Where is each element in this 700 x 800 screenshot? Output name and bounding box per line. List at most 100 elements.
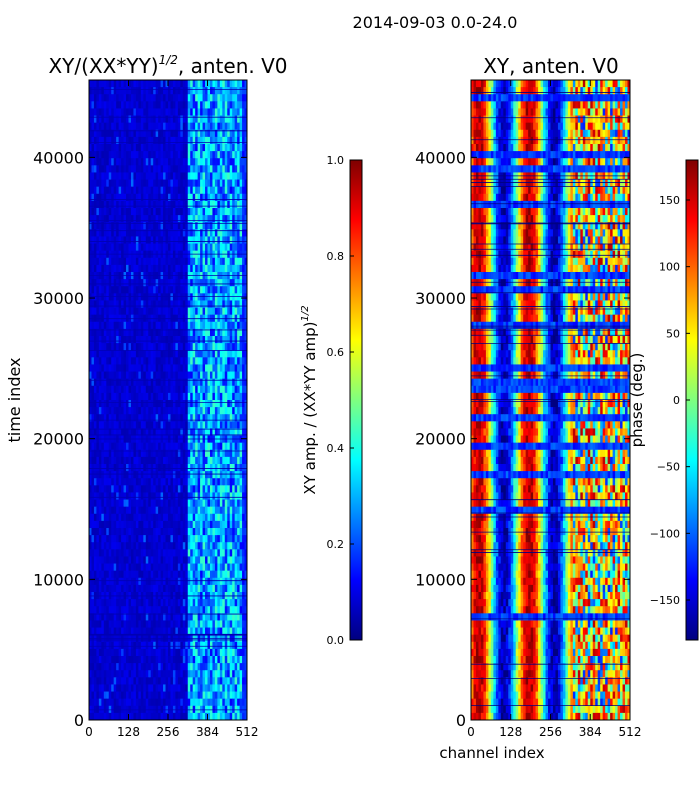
left-heatmap-cell [239,449,243,458]
left-heatmap-cell [187,257,191,266]
left-heatmap-cell [244,563,247,572]
left-heatmap-cell [126,599,129,607]
left-heatmap-cell [209,577,213,586]
left-heatmap-cell [190,478,194,486]
left-heatmap-cell [180,599,184,607]
left-heatmap-cell [212,535,216,543]
left-heatmap-cell [153,343,157,351]
left-heatmap-cell [155,506,159,515]
left-heatmap-cell [160,279,164,287]
left-heatmap-cell [222,570,226,579]
left-heatmap-cell [150,350,154,358]
left-heatmap-cell [202,584,206,593]
left-heatmap-cell [172,584,176,593]
left-heatmap-cell [234,158,238,166]
left-heatmap-cell [170,506,174,515]
left-heatmap-cell [163,179,166,188]
left-heatmap-cell [165,392,169,401]
left-heatmap-cell [192,499,196,508]
left-heatmap-cell [182,115,186,124]
left-heatmap-cell [123,599,127,607]
left-heatmap-cell [237,165,240,173]
left-heatmap-cell [91,343,95,351]
left-heatmap-cell [153,584,157,593]
left-heatmap-cell [197,478,201,486]
left-heatmap-cell [229,229,233,237]
left-heatmap-cell [96,293,100,301]
left-heatmap-cell [244,144,247,152]
left-heatmap-cell [96,414,100,422]
left-heatmap-cell [209,165,213,173]
left-heatmap-cell [244,499,247,508]
left-heatmap-cell [98,542,102,550]
left-heatmap-cell [185,584,189,593]
left-heatmap-cell [212,549,216,557]
left-heatmap-cell [135,456,139,465]
left-heatmap-cell [234,456,238,465]
left-heatmap-cell [158,442,161,451]
left-heatmap-cell [128,599,132,607]
left-heatmap-cell [158,179,161,188]
left-heatmap-cell [219,549,223,557]
left-heatmap-cell [153,364,157,372]
left-heatmap-cell [175,151,179,159]
left-heatmap-cell [172,535,176,543]
left-heatmap-cell [219,471,223,479]
left-heatmap-cell [143,549,147,557]
left-heatmap-cell [172,421,176,429]
left-heatmap-cell [205,328,208,337]
left-heatmap-cell [182,506,186,515]
left-heatmap-cell [168,300,171,308]
left-heatmap-cell [121,627,124,636]
left-heatmap-cell [175,520,179,529]
left-heatmap-cell [108,243,112,252]
left-heatmap-cell [98,371,102,380]
left-heatmap-cell [177,371,181,380]
left-heatmap-cell [160,108,164,116]
left-heatmap-cell [229,293,233,301]
left-heatmap-cell [111,584,115,593]
left-heatmap-cell [138,286,142,294]
left-heatmap-cell [111,193,115,202]
left-heatmap-cell [209,172,213,180]
left-heatmap-cell [185,144,189,152]
left-heatmap-cell [229,264,233,273]
left-heatmap-cell [219,385,223,394]
left-heatmap-cell [148,492,152,500]
left-heatmap-cell [177,520,181,529]
left-heatmap-cell [103,407,107,415]
left-heatmap-cell [103,193,107,202]
left-heatmap-cell [177,264,181,273]
left-heatmap-cell [175,499,179,508]
left-heatmap-cell [98,421,102,429]
left-heatmap-cell [227,542,231,550]
left-heatmap-cell [182,200,186,209]
left-heatmap-cell [175,449,179,458]
left-heatmap-cell [219,620,223,628]
left-heatmap-cell [187,193,191,202]
left-heatmap-cell [91,442,95,451]
left-heatmap-cell [207,464,211,472]
left-heatmap-cell [135,485,139,493]
left-heatmap-cell [175,400,179,408]
left-heatmap-cell [168,584,171,593]
left-heatmap-cell [148,151,152,159]
left-heatmap-cell [89,279,92,287]
left-heatmap-cell [172,343,176,351]
left-heatmap-cell [133,321,137,330]
left-heatmap-cell [180,357,184,365]
left-heatmap-cell [96,151,100,159]
left-heatmap-cell [130,94,134,102]
left-heatmap-cell [150,293,154,301]
left-heatmap-cell [98,115,102,124]
left-heatmap-cell [163,535,166,543]
left-heatmap-cell [175,136,179,145]
left-heatmap-cell [106,506,110,515]
left-heatmap-cell [222,264,226,273]
left-heatmap-cell [212,215,216,223]
left-heatmap-cell [192,80,196,88]
left-heatmap-cell [212,264,216,273]
left-heatmap-cell [239,549,243,557]
left-heatmap-cell [200,87,203,95]
left-heatmap-cell [118,471,122,479]
